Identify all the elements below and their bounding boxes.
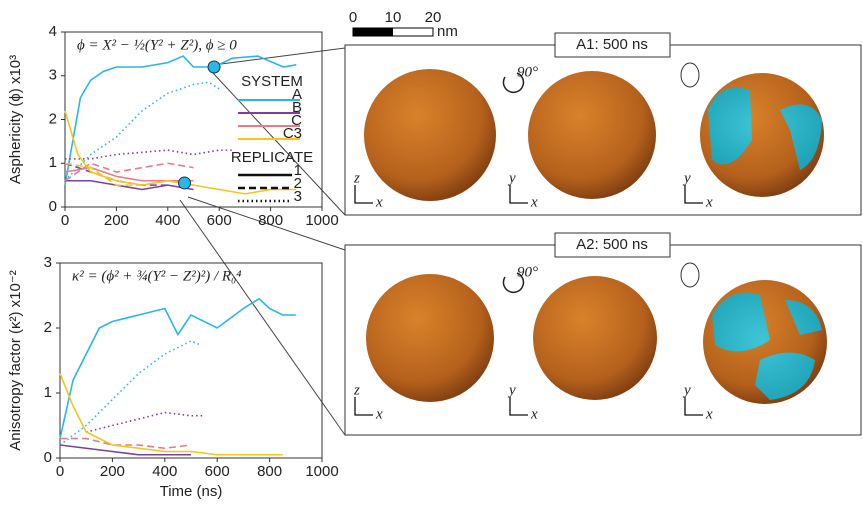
series-line xyxy=(65,179,194,191)
vesicle-image xyxy=(533,276,657,400)
y-axis-label: Asphericity (ϕ) x10³ xyxy=(7,55,24,184)
series-line xyxy=(59,373,283,456)
x-axis-label: Time (ns) xyxy=(160,483,223,500)
vesicle-image xyxy=(366,274,494,402)
zoom-line xyxy=(179,199,346,436)
series-line xyxy=(59,297,296,439)
y-tick-label: 0 xyxy=(49,198,57,215)
x-tick-label: 400 xyxy=(152,463,177,480)
annotation: κ² = (ϕ² + ¾(Y² − Z²)²) / R₀⁴ xyxy=(72,268,242,284)
legend-label: C3 xyxy=(283,125,302,142)
rotation-label: 90° xyxy=(517,64,538,80)
series-line xyxy=(59,444,191,456)
series-line xyxy=(64,162,168,186)
plot-frame xyxy=(59,262,323,459)
axis-glyph xyxy=(354,185,373,204)
series-line xyxy=(64,55,297,186)
vesicle-image xyxy=(528,71,656,199)
scale-label: 10 xyxy=(385,9,402,26)
series-line xyxy=(64,110,297,195)
series-line xyxy=(64,162,194,186)
panel-title-box xyxy=(554,32,671,58)
x-tick-label: 1000 xyxy=(305,463,338,480)
y-tick-label: 4 xyxy=(49,23,57,40)
panel-title: A2: 500 ns xyxy=(576,236,648,253)
x-tick-label: 600 xyxy=(205,463,230,480)
series-line xyxy=(64,81,220,182)
x-tick-label: 600 xyxy=(207,212,232,229)
y-tick-label: 2 xyxy=(44,319,52,336)
axis-glyph xyxy=(354,397,373,416)
series-line xyxy=(65,149,233,160)
legend-label: B xyxy=(292,99,302,116)
axis-letter: x xyxy=(530,194,538,210)
legend-label: 3 xyxy=(294,188,302,205)
series-line xyxy=(60,437,192,450)
axis-letter: x xyxy=(375,406,383,422)
axis-letter: y xyxy=(682,382,691,398)
highlight-marker xyxy=(207,60,221,74)
y-tick-label: 1 xyxy=(49,154,57,171)
highlight-marker xyxy=(178,176,192,190)
axis-letter: y xyxy=(682,170,691,186)
legend-label: 1 xyxy=(294,162,302,179)
legend-title: SYSTEM xyxy=(241,73,303,90)
scale-label: 20 xyxy=(425,9,442,26)
annotation: ϕ = X² − ½(Y² + Z²), ϕ ≥ 0 xyxy=(77,37,237,53)
axis-glyph xyxy=(684,397,703,416)
axis-glyph xyxy=(509,397,528,416)
axis-glyph xyxy=(684,185,703,204)
axis-letter: z xyxy=(353,170,360,186)
zoom-line xyxy=(187,196,346,251)
series-line xyxy=(86,411,205,433)
x-tick-label: 0 xyxy=(61,212,69,229)
panels xyxy=(179,27,862,436)
axis-letter: x xyxy=(705,194,713,210)
legend-label: C xyxy=(291,112,302,129)
x-tick-label: 1000 xyxy=(305,212,338,229)
scale-unit: nm xyxy=(437,23,458,40)
vesicle-domain xyxy=(708,87,822,170)
series-line xyxy=(59,340,200,446)
view-icon xyxy=(680,262,700,288)
legend-title: REPLICATE xyxy=(231,149,313,166)
x-tick-label: 800 xyxy=(257,463,282,480)
vesicle-domain xyxy=(712,292,822,400)
y-axis-label: Anisotropy factor (κ²) x10⁻² xyxy=(7,270,24,450)
axis-letter: y xyxy=(507,382,516,398)
x-tick-label: 400 xyxy=(155,212,180,229)
zoom-line xyxy=(220,47,346,65)
axis-letter: z xyxy=(353,382,360,398)
rotate-icon xyxy=(502,72,525,94)
x-tick-label: 200 xyxy=(104,212,129,229)
zoom-line xyxy=(212,72,346,216)
y-tick-label: 2 xyxy=(49,110,57,127)
y-tick-label: 1 xyxy=(44,384,52,401)
y-tick-label: 3 xyxy=(49,67,57,84)
panel-title-box xyxy=(554,232,671,258)
axis-letter: x xyxy=(705,406,713,422)
x-tick-label: 800 xyxy=(258,212,283,229)
rotation-label: 90° xyxy=(517,264,538,280)
y-tick-label: 0 xyxy=(44,449,52,466)
panel-title: A1: 500 ns xyxy=(576,36,648,53)
rotate-icon xyxy=(502,272,525,294)
axis-letter: y xyxy=(507,170,516,186)
legend-label: 2 xyxy=(294,175,302,192)
y-tick-label: 3 xyxy=(44,254,52,271)
scale-label: 0 xyxy=(349,9,357,26)
axis-letter: x xyxy=(530,406,538,422)
legend-label: A xyxy=(292,86,302,103)
x-tick-label: 200 xyxy=(100,463,125,480)
axis-letter: x xyxy=(375,194,383,210)
vesicle-image xyxy=(364,69,496,201)
scale-bar xyxy=(353,28,393,36)
view-icon xyxy=(680,62,700,88)
axis-glyph xyxy=(509,185,528,204)
x-tick-label: 0 xyxy=(56,463,64,480)
